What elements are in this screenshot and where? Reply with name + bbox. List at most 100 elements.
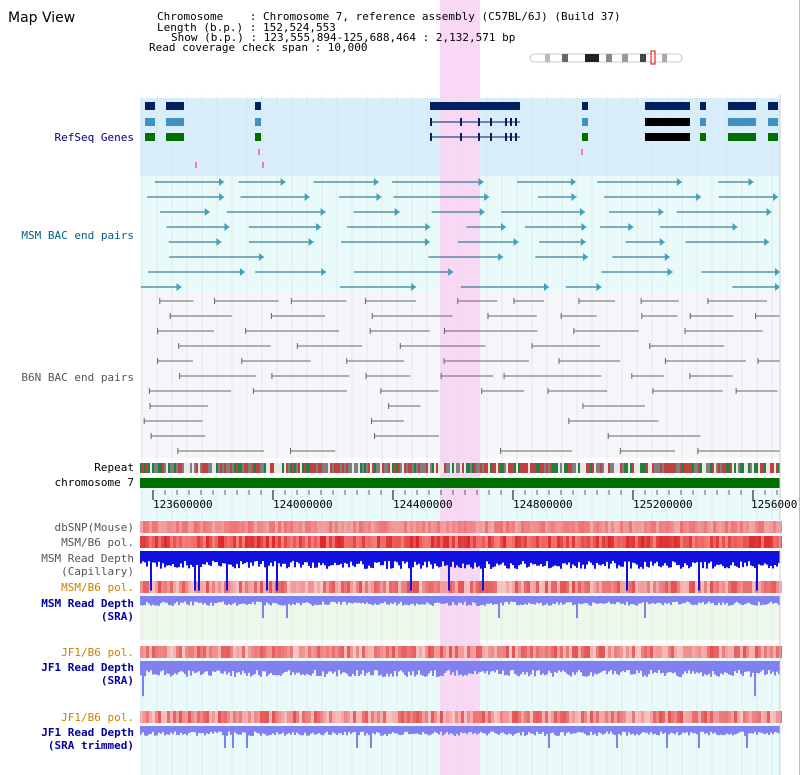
heat-segment	[347, 711, 350, 723]
depth-bar	[224, 551, 226, 564]
depth-bar	[638, 551, 640, 569]
heat-segment	[191, 521, 194, 533]
repeat-segment	[598, 463, 600, 473]
heat-segment	[713, 711, 716, 723]
depth-bar	[752, 726, 754, 734]
heat-segment	[185, 581, 188, 593]
heat-segment	[425, 711, 428, 723]
depth-bar	[518, 661, 520, 677]
repeat-segment	[362, 463, 364, 473]
heat-segment	[563, 711, 566, 723]
depth-bar	[426, 551, 428, 568]
depth-bar	[412, 596, 414, 604]
heat-segment	[524, 536, 527, 548]
heat-segment	[743, 646, 746, 658]
depth-bar	[408, 551, 410, 569]
heat-segment	[374, 646, 377, 658]
heat-segment	[677, 646, 680, 658]
heat-segment	[599, 521, 602, 533]
heat-segment	[218, 646, 221, 658]
depth-bar	[642, 661, 644, 677]
depth-bar	[322, 726, 324, 736]
heat-segment	[161, 536, 164, 548]
depth-bar	[332, 596, 334, 602]
repeat-segment	[562, 463, 564, 473]
depth-bar	[338, 726, 340, 734]
heat-segment	[479, 646, 482, 658]
depth-bar	[212, 726, 214, 734]
depth-bar	[190, 551, 192, 565]
depth-bar	[192, 551, 194, 567]
highlight-region	[440, 0, 480, 775]
heat-segment	[626, 646, 629, 658]
depth-bar	[258, 596, 260, 602]
heat-segment	[209, 521, 212, 533]
repeat-segment	[336, 463, 338, 473]
depth-bar	[656, 596, 658, 603]
depth-bar	[536, 596, 538, 603]
heat-segment	[332, 581, 335, 593]
heat-segment	[164, 646, 167, 658]
depth-bar	[344, 661, 346, 673]
depth-bar	[342, 726, 344, 735]
msm-bac-end	[224, 223, 230, 231]
depth-bar	[546, 726, 548, 735]
depth-bar	[480, 726, 482, 732]
heat-segment	[302, 646, 305, 658]
heat-segment	[278, 536, 281, 548]
depth-bar	[536, 726, 538, 732]
heat-segment	[317, 536, 320, 548]
depth-bar	[500, 661, 502, 675]
depth-bar	[396, 551, 398, 563]
repeat-segment	[550, 463, 552, 473]
axis-tick-label: 1256000	[751, 498, 798, 511]
depth-bar	[276, 726, 278, 733]
coverage-span-info: Read coverage check span : 10,000	[149, 41, 368, 54]
depth-bar	[514, 661, 516, 674]
heat-segment	[455, 646, 458, 658]
depth-bar	[534, 661, 536, 677]
depth-bar	[372, 726, 374, 734]
depth-bar	[224, 726, 226, 748]
depth-bar	[462, 551, 464, 564]
depth-bar	[392, 726, 394, 733]
heat-segment	[491, 581, 494, 593]
heat-segment	[536, 521, 539, 533]
depth-bar	[422, 726, 424, 732]
gene-block	[768, 102, 778, 110]
depth-bar	[748, 551, 750, 562]
heat-segment	[185, 521, 188, 533]
heat-segment	[392, 646, 395, 658]
repeat-segment	[286, 463, 288, 473]
depth-bar	[366, 596, 368, 603]
repeat-segment	[350, 463, 352, 473]
msm-bac-end	[775, 283, 780, 291]
depth-bar	[746, 596, 748, 604]
depth-bar	[472, 551, 474, 569]
heat-segment	[758, 711, 761, 723]
depth-bar	[682, 661, 684, 675]
heat-segment	[740, 521, 743, 533]
repeat-segment	[238, 463, 240, 473]
heat-segment	[299, 536, 302, 548]
heat-segment	[344, 646, 347, 658]
repeat-segment	[702, 463, 704, 473]
depth-bar	[564, 596, 566, 604]
track-label-refseq[interactable]: RefSeq Genes	[54, 131, 134, 144]
repeat-segment	[248, 463, 250, 473]
depth-bar	[744, 726, 746, 736]
depth-bar	[280, 661, 282, 676]
track-label-b6n-bac[interactable]: B6N BAC end pairs	[21, 371, 134, 384]
depth-bar	[548, 551, 550, 569]
depth-bar	[376, 596, 378, 605]
heat-segment	[398, 711, 401, 723]
heat-segment	[515, 581, 518, 593]
depth-bar	[706, 661, 708, 676]
depth-bar	[696, 661, 698, 673]
depth-bar	[168, 596, 170, 606]
depth-bar	[292, 596, 294, 604]
track-label-msm-bac[interactable]: MSM BAC end pairs	[21, 229, 134, 242]
depth-bar	[386, 551, 388, 569]
repeat-segment	[140, 463, 142, 473]
